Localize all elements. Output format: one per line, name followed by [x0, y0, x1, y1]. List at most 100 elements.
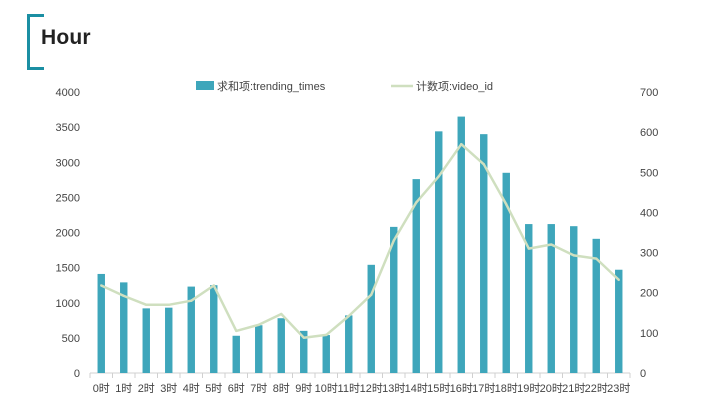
x-axis: 0时 1时 2时 3时 4时 5时 6时 7时 8时 9时 10时 11时 12时 13时 14时 15时 16… [89, 372, 631, 395]
line-point [257, 323, 260, 327]
x-tick-label: 3时 [160, 382, 177, 395]
line-series [100, 142, 620, 339]
bar [547, 224, 555, 373]
bar [255, 325, 263, 373]
legend-bar-swatch [196, 81, 214, 90]
line-point [505, 203, 508, 206]
line-point [190, 299, 193, 302]
bar [592, 238, 600, 373]
page-title: Hour [41, 26, 91, 49]
line-point [415, 201, 418, 204]
bar [435, 131, 443, 373]
right-y-tick-label: 0 [640, 368, 646, 380]
bar [142, 308, 150, 373]
x-tick-label: 11时 [338, 382, 360, 395]
bar [480, 134, 488, 373]
left-y-tick-label: 1500 [56, 263, 80, 275]
bar [570, 226, 578, 373]
x-tick-label: 17时 [472, 382, 495, 395]
line-point [550, 243, 553, 246]
line-point [145, 303, 148, 306]
right-y-axis: 0 100 200 300 400 500 600 700 [640, 87, 658, 380]
bar [300, 330, 308, 373]
x-tick-label: 12时 [360, 382, 383, 395]
x-tick-label: 22时 [585, 382, 608, 395]
line-point [595, 257, 598, 260]
bar [390, 226, 398, 373]
x-tick-label: 21时 [562, 382, 585, 395]
left-y-tick-label: 500 [62, 333, 80, 345]
x-tick-label: 13时 [382, 382, 405, 395]
bar [615, 269, 623, 373]
x-tick-label: 1时 [115, 382, 132, 395]
line-point [572, 254, 575, 257]
bar [232, 335, 240, 373]
x-tick-label: 5时 [205, 382, 222, 395]
line-point [212, 284, 215, 287]
x-tick-label: 10时 [315, 382, 338, 395]
left-y-axis: 0 500 1000 1500 2000 2500 3000 3500 4000 [56, 87, 80, 380]
line-point [280, 312, 283, 316]
x-tick-label: 16时 [450, 382, 473, 395]
left-y-tick-label: 0 [74, 368, 80, 380]
line-point [392, 239, 395, 242]
right-y-tick-label: 200 [640, 288, 658, 300]
x-tick-label: 23时 [607, 382, 630, 395]
x-tick-label: 0时 [93, 382, 110, 395]
x-tick-label: 20时 [540, 382, 563, 395]
bar [367, 264, 375, 373]
line-point [122, 294, 125, 298]
left-y-tick-label: 3000 [56, 157, 80, 169]
bar [187, 286, 195, 373]
bar [525, 224, 533, 373]
line-point [302, 336, 305, 339]
right-y-tick-label: 500 [640, 167, 658, 179]
right-y-tick-label: 400 [640, 207, 658, 219]
x-tick-label: 2时 [138, 382, 155, 395]
bar [97, 273, 105, 373]
bar [120, 282, 128, 373]
line-point [617, 278, 620, 282]
x-tick-label: 18时 [495, 382, 518, 395]
line-point [482, 163, 485, 166]
bar [502, 172, 510, 373]
line-point [437, 175, 440, 178]
bar [345, 315, 353, 373]
legend: 求和项:trending_times 计数项:video_id [196, 80, 493, 93]
x-tick-label: 4时 [183, 382, 200, 395]
right-y-tick-label: 300 [640, 248, 658, 260]
bar [277, 318, 285, 373]
title-bracket [27, 14, 44, 70]
right-y-tick-label: 600 [640, 127, 658, 139]
left-y-tick-label: 2000 [56, 228, 80, 240]
bar [210, 285, 218, 373]
right-y-tick-label: 100 [640, 328, 658, 340]
line-point [100, 284, 103, 287]
x-tick-label: 19时 [517, 382, 540, 395]
bar-series [97, 116, 623, 374]
x-tick-label: 14时 [405, 382, 428, 395]
legend-bar-label: 求和项:trending_times [217, 80, 326, 93]
line-point [527, 247, 530, 250]
line-point [460, 142, 463, 146]
x-tick-label: 8时 [273, 382, 290, 395]
line-point [347, 314, 350, 318]
bar [165, 307, 173, 373]
x-tick-label: 15时 [427, 382, 450, 395]
bar [412, 179, 420, 373]
right-y-tick-label: 700 [640, 87, 658, 99]
line-point [167, 303, 170, 306]
legend-line-label: 计数项:video_id [416, 80, 493, 93]
bar [322, 335, 330, 373]
x-tick-label: 9时 [295, 382, 312, 395]
left-y-tick-label: 4000 [56, 87, 80, 99]
x-tick-label: 6时 [228, 382, 245, 395]
series-line [100, 142, 620, 339]
bar [457, 116, 465, 374]
line-point [325, 333, 328, 337]
line-point [370, 293, 373, 296]
left-y-tick-label: 1000 [56, 298, 80, 310]
line-point [235, 329, 238, 333]
left-y-tick-label: 2500 [56, 192, 80, 204]
